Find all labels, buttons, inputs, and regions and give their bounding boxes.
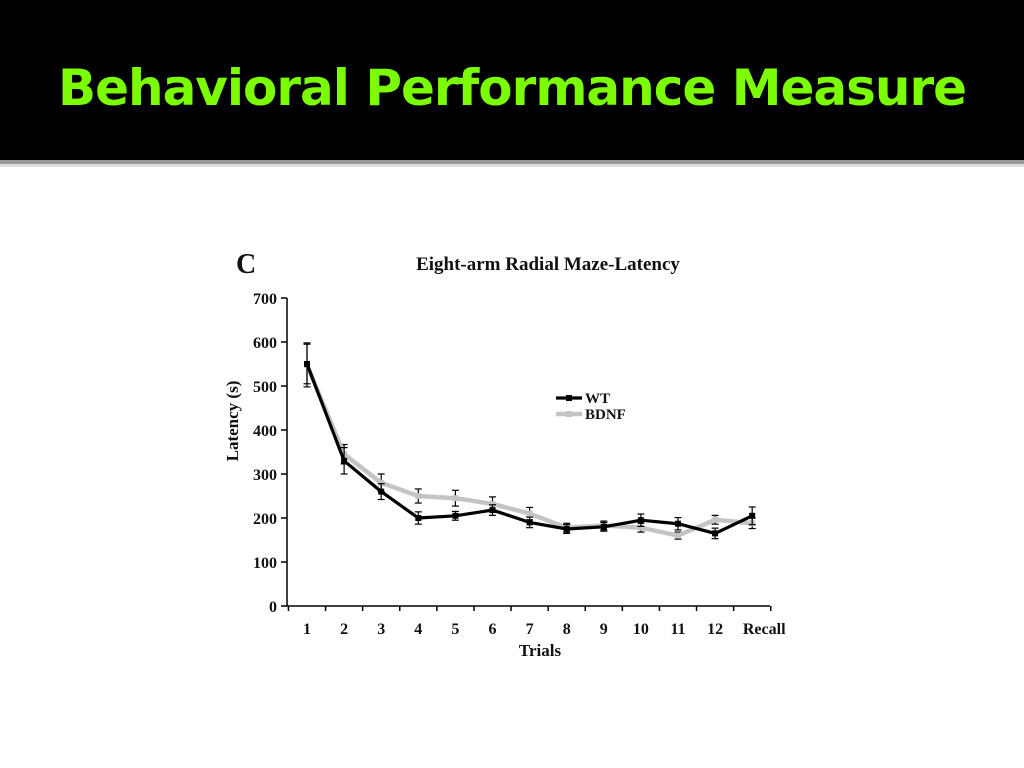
data-point bbox=[452, 512, 459, 519]
title-divider bbox=[0, 160, 1024, 164]
y-tick-label: 700 bbox=[253, 291, 277, 308]
x-tick-label: 2 bbox=[340, 621, 348, 638]
data-point bbox=[526, 510, 533, 517]
data-point bbox=[526, 519, 533, 526]
x-tick-label: 1 bbox=[303, 621, 311, 638]
data-point bbox=[378, 479, 385, 486]
y-tick-label: 600 bbox=[253, 335, 277, 352]
legend-label: BDNF bbox=[585, 407, 626, 423]
series-bdnf bbox=[303, 342, 756, 540]
data-point bbox=[637, 517, 644, 524]
data-point bbox=[378, 488, 385, 495]
y-tick-label: 200 bbox=[253, 511, 277, 528]
chart-title: Eight-arm Radial Maze-Latency bbox=[416, 254, 680, 275]
data-point bbox=[749, 512, 756, 519]
y-tick-label: 100 bbox=[253, 555, 277, 572]
data-point bbox=[489, 507, 496, 514]
x-tick-label: 10 bbox=[633, 621, 649, 638]
title-divider-shadow bbox=[0, 164, 1024, 167]
data-point bbox=[712, 530, 719, 537]
x-tick-label: 6 bbox=[489, 621, 497, 638]
x-tick-label: 11 bbox=[670, 621, 685, 638]
y-tick-label: 300 bbox=[253, 467, 277, 484]
data-point bbox=[675, 532, 681, 539]
x-axis-label: Trials bbox=[519, 641, 562, 660]
data-point bbox=[415, 493, 422, 499]
legend-marker bbox=[566, 395, 572, 401]
series-wt bbox=[303, 343, 756, 540]
data-point bbox=[489, 500, 496, 507]
legend-label: WT bbox=[585, 391, 610, 407]
x-tick-label: Recall bbox=[743, 621, 786, 638]
data-point bbox=[675, 520, 681, 527]
y-tick-label: 0 bbox=[269, 599, 277, 616]
x-tick-label: 8 bbox=[563, 621, 571, 638]
y-tick-label: 500 bbox=[253, 379, 277, 396]
slide-title: Behavioral Performance Measure bbox=[57, 59, 967, 117]
data-point bbox=[304, 361, 310, 367]
x-tick-label: 9 bbox=[600, 621, 608, 638]
data-point bbox=[637, 524, 644, 531]
data-point bbox=[563, 526, 570, 532]
data-point bbox=[712, 516, 719, 523]
x-tick-label: 5 bbox=[451, 621, 459, 638]
x-tick-label: 3 bbox=[377, 621, 385, 638]
data-point bbox=[341, 457, 348, 464]
legend-marker bbox=[566, 411, 572, 417]
y-axis-label: Latency (s) bbox=[223, 381, 242, 462]
data-point bbox=[600, 523, 607, 530]
x-tick-label: 12 bbox=[707, 621, 723, 638]
x-tick-label: 4 bbox=[414, 621, 422, 638]
title-band bbox=[0, 0, 1024, 160]
panel-letter: C bbox=[236, 249, 256, 280]
data-point bbox=[415, 515, 422, 521]
data-point bbox=[452, 495, 459, 502]
y-tick-label: 400 bbox=[253, 423, 277, 440]
x-tick-label: 7 bbox=[526, 621, 534, 638]
